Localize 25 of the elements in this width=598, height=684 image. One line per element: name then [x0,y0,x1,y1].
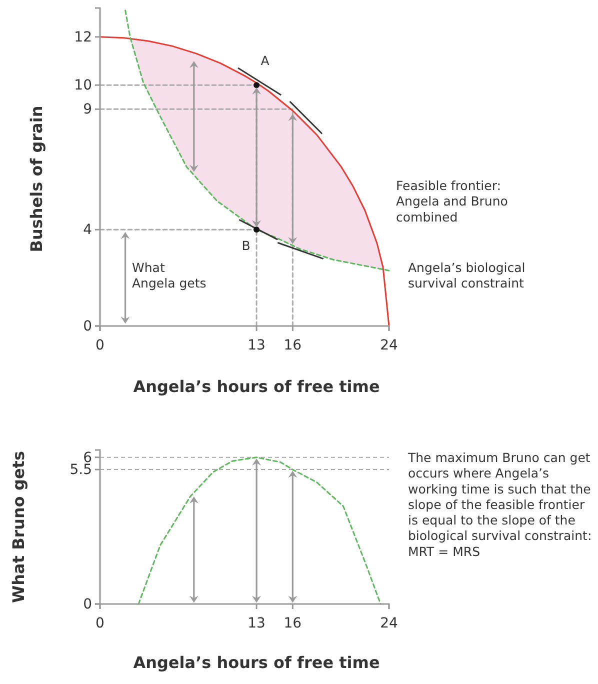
x-axis-title: Angela’s hours of free time [133,377,380,396]
y-tick-label: 5.5 [70,462,92,478]
y-tick-label: 4 [83,222,92,238]
x-tick-label: 24 [380,337,398,354]
x-tick-label: 16 [284,615,302,632]
x-tick-label: 13 [248,615,266,632]
x-axis-title: Angela’s hours of free time [133,653,380,672]
annotation: B [242,238,250,253]
annotation: What Angela gets [132,260,206,291]
x-tick-label: 0 [96,337,104,354]
annotation: A [260,53,270,68]
x-tick-label: 13 [248,337,266,354]
series-label: Angela’s biological survival constraint [408,260,526,291]
y-tick-label: 10 [74,78,92,94]
y-tick-label: 12 [74,29,92,46]
y-axis-title: Bushels of grain [27,106,46,252]
y-tick-label: 0 [83,596,92,612]
x-tick-label: 24 [380,615,398,632]
text: The maximum Bruno can get occurs where Angela’s working time is such that the slope of the feasible frontier is equal to the slope of the biological survival constraint: MRT = MRS [407,450,592,559]
x-tick-label: 16 [284,337,302,354]
x-tick-label: 0 [96,615,104,632]
y-tick-label: 0 [83,318,92,334]
y-axis-title: What Bruno gets [9,451,28,603]
series-label: Feasible frontier: Angela and Bruno combined [396,178,508,224]
y-tick-label: 9 [83,102,92,118]
